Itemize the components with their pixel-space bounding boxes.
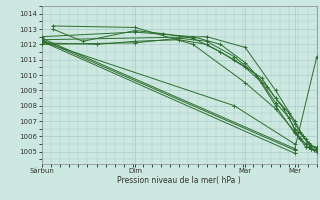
X-axis label: Pression niveau de la mer( hPa ): Pression niveau de la mer( hPa ) xyxy=(117,176,241,185)
